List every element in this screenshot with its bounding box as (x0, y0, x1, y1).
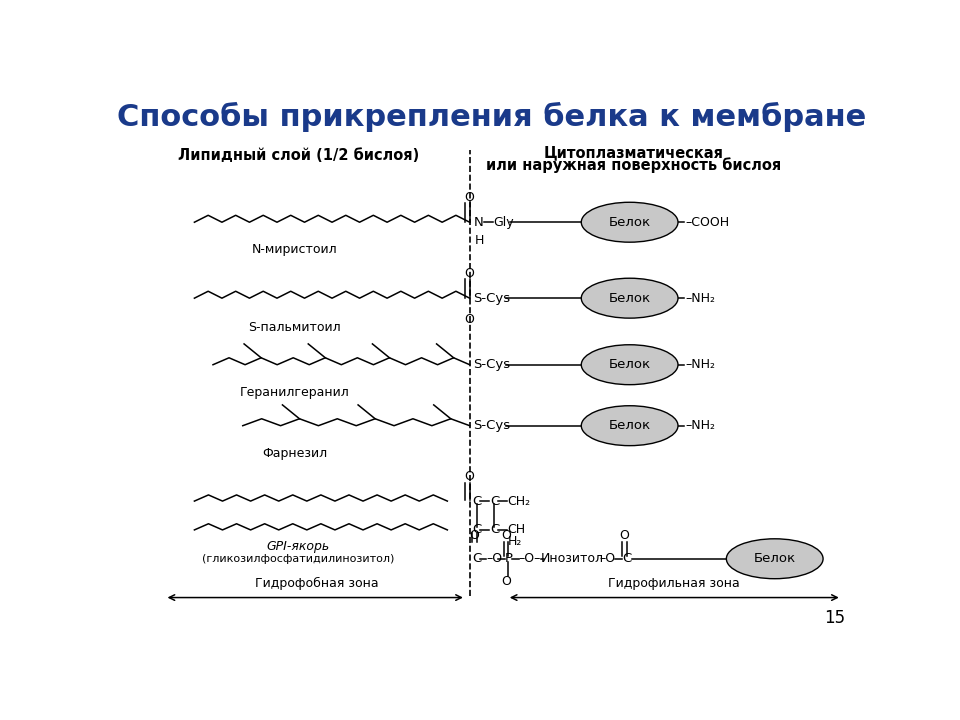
Text: N-миристоил: N-миристоил (252, 243, 338, 256)
Text: H₂: H₂ (508, 535, 522, 548)
Text: P: P (505, 552, 513, 565)
Text: –O: –O (486, 552, 502, 565)
Text: CH: CH (508, 523, 526, 536)
Text: C: C (472, 523, 481, 536)
Text: Gly: Gly (492, 216, 514, 229)
Text: –O–: –O– (518, 552, 540, 565)
Text: Способы прикрепления белка к мембране: Способы прикрепления белка к мембране (117, 102, 867, 132)
Text: –O: –O (599, 552, 615, 565)
Text: –NH₂: –NH₂ (685, 359, 715, 372)
Ellipse shape (582, 345, 678, 384)
Text: Липидный слой (1/2 бислоя): Липидный слой (1/2 бислоя) (178, 148, 420, 163)
Text: GPI-якорь: GPI-якорь (267, 540, 330, 554)
Text: 15: 15 (825, 609, 846, 627)
Text: (гликозилфосфатидилинозитол): (гликозилфосфатидилинозитол) (203, 554, 395, 564)
Text: O: O (465, 470, 474, 483)
Text: Гидрофобная зона: Гидрофобная зона (255, 577, 379, 590)
Ellipse shape (582, 202, 678, 242)
Text: C: C (490, 495, 499, 508)
Text: Гидрофильная зона: Гидрофильная зона (609, 577, 740, 590)
Text: O: O (465, 313, 474, 326)
Text: S-пальмитоил: S-пальмитоил (249, 321, 341, 334)
Text: –COOH: –COOH (685, 216, 729, 229)
Text: H: H (475, 234, 485, 247)
Ellipse shape (582, 406, 678, 446)
Text: Цитоплазматическая: Цитоплазматическая (543, 145, 724, 161)
Text: CH₂: CH₂ (508, 495, 531, 508)
Text: C: C (472, 495, 481, 508)
Text: Белок: Белок (609, 216, 651, 229)
Text: C: C (622, 552, 632, 565)
Text: или наружная поверхность бислоя: или наружная поверхность бислоя (486, 157, 781, 173)
Text: –NH₂: –NH₂ (685, 292, 715, 305)
Text: C: C (472, 552, 481, 565)
Text: Белок: Белок (609, 359, 651, 372)
Text: S-Cys: S-Cys (473, 419, 511, 432)
Text: Геранилгеранил: Геранилгеранил (240, 386, 349, 399)
Text: O: O (465, 191, 474, 204)
Text: O: O (501, 529, 511, 542)
Text: Фарнезил: Фарнезил (262, 447, 327, 460)
Text: Белок: Белок (609, 292, 651, 305)
Text: O: O (465, 267, 474, 280)
Text: O: O (469, 529, 479, 542)
Text: Инозитол: Инозитол (541, 552, 604, 565)
Text: O: O (620, 529, 630, 542)
Text: S-Cys: S-Cys (473, 359, 511, 372)
Ellipse shape (727, 539, 823, 579)
Text: C: C (490, 523, 499, 536)
Ellipse shape (582, 278, 678, 318)
Text: S-Cys: S-Cys (473, 292, 511, 305)
Text: Белок: Белок (754, 552, 796, 565)
Text: O: O (501, 575, 511, 588)
Text: –NH₂: –NH₂ (685, 419, 715, 432)
Text: Белок: Белок (609, 419, 651, 432)
Text: N: N (473, 216, 483, 229)
